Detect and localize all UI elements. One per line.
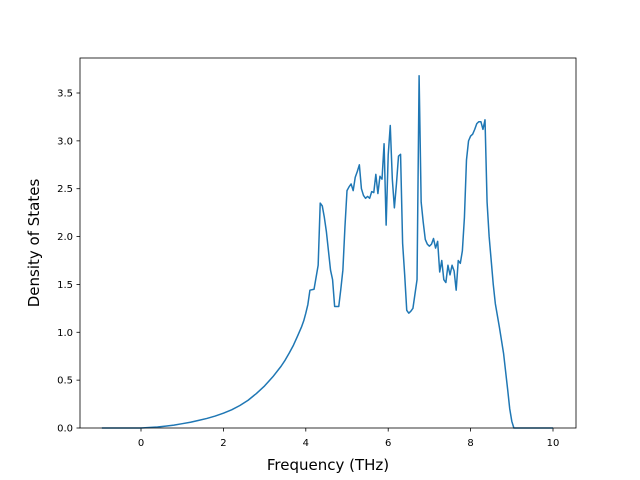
y-axis-label: Density of States	[25, 179, 43, 308]
dos-series-line	[101, 75, 553, 429]
x-axis-ticks: 0 2 4 6 8 10	[138, 428, 560, 449]
y-axis-ticks: 0.0 0.5 1.0 1.5 2.0 2.5 3.0 3.5	[57, 89, 80, 435]
x-tick-label: 4	[303, 438, 309, 449]
x-tick-label: 8	[467, 438, 473, 449]
y-tick-label: 3.5	[57, 89, 73, 100]
plot-frame	[79, 57, 577, 429]
x-tick-label: 2	[220, 438, 226, 449]
y-tick-label: 3.0	[57, 136, 73, 147]
y-tick-label: 0.0	[57, 424, 73, 435]
y-tick-label: 1.0	[57, 328, 73, 339]
y-tick-label: 0.5	[57, 376, 73, 387]
y-tick-label: 2.0	[57, 232, 73, 243]
y-tick-label: 2.5	[57, 184, 73, 195]
x-tick-label: 6	[385, 438, 391, 449]
x-tick-label: 0	[138, 438, 144, 449]
x-tick-label: 10	[547, 438, 560, 449]
x-axis-label: Frequency (THz)	[267, 456, 389, 474]
y-tick-label: 1.5	[57, 280, 73, 291]
